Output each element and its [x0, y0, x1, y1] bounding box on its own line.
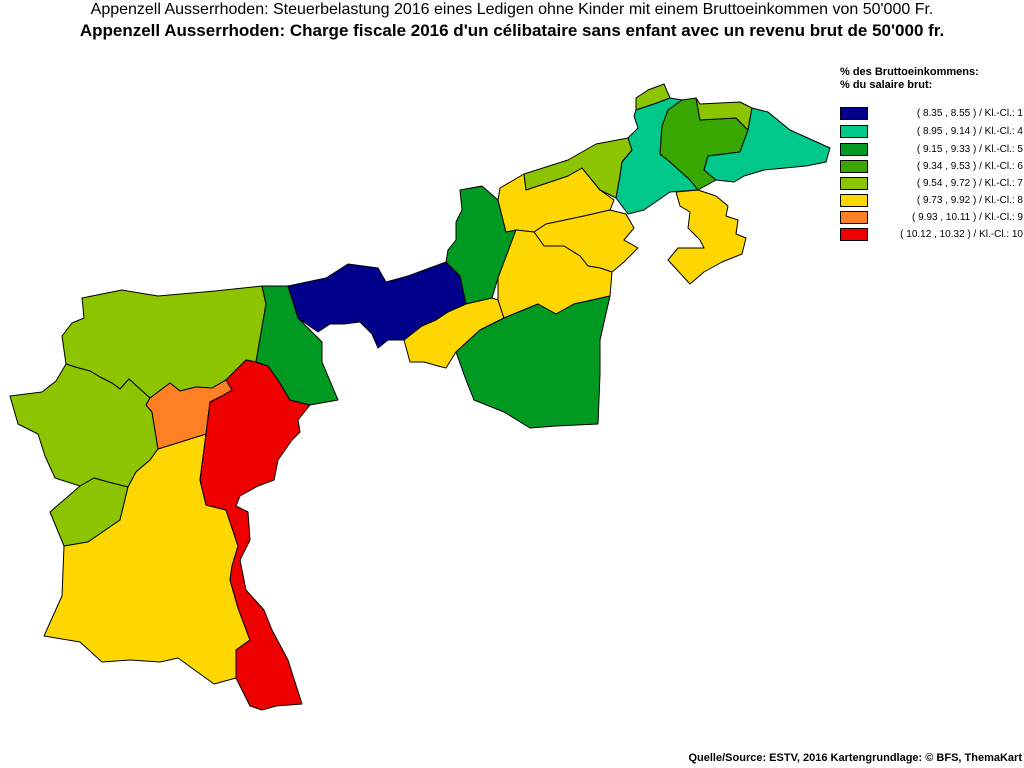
- municipality-red-strip[interactable]: [199, 359, 311, 711]
- legend-swatch: [840, 160, 868, 173]
- legend-swatch: [840, 228, 868, 241]
- legend-item: ( 9.93 , 10.11 ) / Kl.-Cl.: 9: [840, 211, 1024, 224]
- legend-label: ( 9.54 , 9.72 ) / Kl.-Cl.: 7: [916, 178, 1023, 189]
- legend-label: ( 9.93 , 10.11 ) / Kl.-Cl.: 9: [912, 212, 1023, 223]
- source-credit: Quelle/Source: ESTV, 2016 Kartengrundlag…: [688, 752, 1022, 764]
- legend-item: ( 8.95 , 9.14 ) / Kl.-Cl.: 4: [840, 125, 1024, 138]
- legend-item: ( 9.73 , 9.92 ) / Kl.-Cl.: 8: [840, 194, 1024, 207]
- legend-label: ( 8.95 , 9.14 ) / Kl.-Cl.: 4: [916, 126, 1023, 137]
- legend-swatch: [840, 211, 868, 224]
- map-title-french: Appenzell Ausserrhoden: Charge fiscale 2…: [79, 21, 945, 40]
- legend-title: % des Bruttoeinkommens: % du salaire bru…: [840, 66, 979, 92]
- legend-swatch: [840, 125, 868, 138]
- legend-swatch: [840, 143, 868, 156]
- legend-label: ( 9.73 , 9.92 ) / Kl.-Cl.: 8: [916, 195, 1023, 206]
- legend-heading-german: % des Bruttoeinkommens:: [840, 66, 979, 78]
- municipality-teal-east[interactable]: [703, 107, 831, 183]
- legend-swatch: [840, 194, 868, 207]
- map-title-german: Appenzell Ausserrhoden: Steuerbelastung …: [90, 1, 934, 18]
- legend-label: ( 8.35 , 8.55 ) / Kl.-Cl.: 1: [916, 108, 1023, 119]
- legend-label: ( 9.34 , 9.53 ) / Kl.-Cl.: 6: [916, 161, 1023, 172]
- legend-label: ( 10.12 , 10.32 ) / Kl.-Cl.: 10: [900, 229, 1023, 240]
- legend-item: ( 10.12 , 10.32 ) / Kl.-Cl.: 10: [840, 228, 1024, 241]
- municipality-yellow-east-exclave[interactable]: [667, 189, 747, 285]
- legend-heading-french: % du salaire brut:: [840, 79, 933, 91]
- legend-item: ( 9.54 , 9.72 ) / Kl.-Cl.: 7: [840, 177, 1024, 190]
- municipality-yellow-center-south[interactable]: [497, 229, 613, 319]
- municipality-green-southeast[interactable]: [455, 295, 611, 429]
- legend-label: ( 9.15 , 9.33 ) / Kl.-Cl.: 5: [916, 144, 1023, 155]
- legend-swatch: [840, 107, 868, 120]
- legend-item: ( 8.35 , 8.55 ) / Kl.-Cl.: 1: [840, 107, 1024, 120]
- legend-item: ( 9.34 , 9.53 ) / Kl.-Cl.: 6: [840, 160, 1024, 173]
- legend-item: ( 9.15 , 9.33 ) / Kl.-Cl.: 5: [840, 143, 1024, 156]
- legend-swatch: [840, 177, 868, 190]
